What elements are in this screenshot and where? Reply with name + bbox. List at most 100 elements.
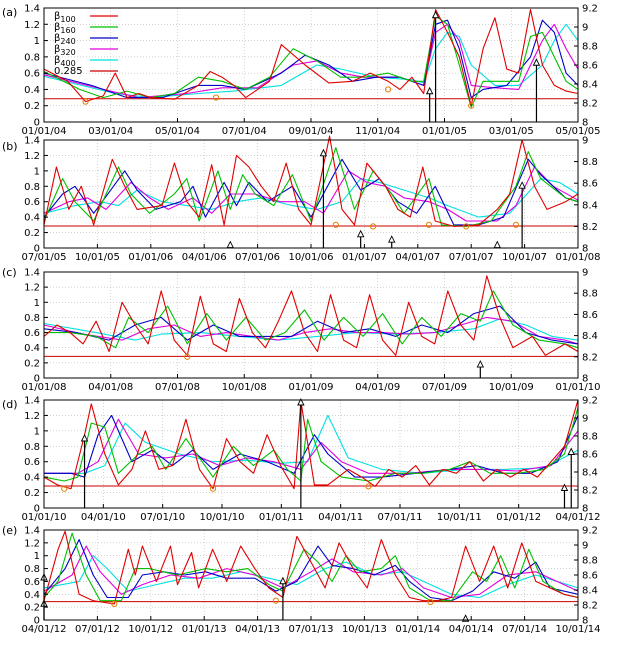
y-tick-label: 1.2: [24, 411, 40, 422]
x-tick-label: 01/01/06: [128, 252, 173, 263]
y-tick-label: 0.8: [24, 52, 40, 63]
y-tick-label: 1.4: [24, 396, 40, 407]
y2-tick-label: 8: [582, 616, 588, 627]
minimum-marker: [512, 221, 520, 228]
panel-d: 0 0.2 0.4 0.6 0.8 1 1.2 1.4 8 8.2 8.4 8.6 8.8 9 9.2 01/…: [2, 396, 600, 524]
x-tick-label: 01/01/08: [22, 382, 67, 393]
y2-tick-label: 9: [582, 541, 588, 552]
panel-label: (b): [2, 140, 18, 153]
x-tick-label: 09/01/04: [289, 126, 334, 137]
x-tick-label: 03/01/05: [489, 126, 534, 137]
event-arrow-head: [226, 240, 235, 249]
x-tick-label: 01/01/08: [556, 252, 601, 263]
y2-tick-label: 8.8: [582, 157, 598, 168]
series-line-b160: [43, 147, 579, 227]
y-tick-label: 0.6: [24, 197, 40, 208]
x-tick-label: 04/01/06: [182, 252, 227, 263]
series-line-b160: [43, 15, 579, 108]
y-tick-label: 1: [34, 36, 40, 47]
y2-tick-label: 9.2: [582, 526, 598, 537]
y2-tick-label: 8.6: [582, 179, 598, 190]
x-tick-label: 10/01/13: [342, 624, 387, 635]
x-tick-label: 07/01/05: [22, 252, 67, 263]
x-tick-label: 07/01/13: [289, 624, 334, 635]
y2-tick-label: 8.2: [582, 99, 598, 110]
y2-tick-label: 8.8: [582, 432, 598, 443]
x-tick-label: 07/01/11: [378, 512, 423, 523]
y-tick-label: 1: [34, 551, 40, 562]
x-tick-label: 04/01/12: [22, 624, 67, 635]
x-tick-label: 05/01/05: [556, 126, 601, 137]
minimum-marker: [385, 86, 392, 93]
y2-tick-label: 8.2: [582, 486, 598, 497]
minimum-marker: [332, 221, 339, 228]
event-arrow-head: [425, 86, 434, 95]
event-arrow-head: [532, 58, 541, 66]
x-tick-label: 10/01/10: [200, 512, 245, 523]
minimum-marker: [209, 485, 217, 492]
y2-tick-label: 8.4: [582, 80, 598, 91]
event-arrow-head: [279, 576, 287, 585]
event-arrow-head: [297, 397, 305, 406]
minimum-marker: [61, 485, 68, 492]
panel-c: 0 0.2 0.4 0.6 0.8 1 1.2 1.4 8 8.2 8.4 8.6 8.8 9 01/01/…: [2, 266, 600, 393]
y2-tick-label: 8.6: [582, 571, 598, 582]
y2-tick-label: 8.2: [582, 352, 598, 363]
event-arrow-head: [319, 148, 328, 157]
panel-label: (e): [2, 524, 17, 537]
y-tick-label: 1.2: [24, 20, 40, 31]
event-arrow-head: [518, 181, 526, 189]
series-line-b160: [44, 290, 579, 349]
y-tick-label: 0: [34, 504, 40, 515]
minimum-marker: [369, 223, 377, 230]
y-tick-label: 1.2: [24, 538, 40, 549]
legend-label-b100: β100: [54, 11, 76, 24]
y-tick-label: 0.8: [24, 564, 40, 575]
x-tick-label: 01/01/10: [22, 512, 67, 523]
y2-tick-label: 8.8: [582, 556, 598, 567]
x-tick-label: 07/01/12: [75, 624, 120, 635]
series-line-b400: [43, 318, 579, 341]
series-line-b100: [43, 275, 579, 356]
panel-label: (a): [2, 6, 17, 19]
y-tick-label: 1: [34, 426, 40, 437]
y-tick-label: 1.4: [24, 136, 40, 147]
y-tick-label: 0: [34, 616, 40, 627]
x-tick-label: 01/01/12: [496, 512, 541, 523]
x-tick-label: 05/01/04: [155, 126, 200, 137]
x-tick-label: 07/01/09: [422, 382, 467, 393]
x-tick-label: 01/01/14: [395, 624, 440, 635]
y-tick-label: 0.4: [24, 473, 40, 484]
x-tick-label: 07/01/10: [140, 512, 185, 523]
series-line-b100: [43, 135, 579, 227]
y-tick-label: 1: [34, 298, 40, 309]
minimum-marker: [212, 94, 220, 101]
x-tick-label: 01/01/04: [22, 126, 67, 137]
y2-tick-label: 8.6: [582, 450, 598, 461]
y-tick-label: 0.4: [24, 343, 40, 354]
y2-tick-label: 8: [582, 374, 588, 385]
legend-label-b240: β240: [54, 33, 76, 46]
panel-label: (c): [2, 266, 17, 279]
y-tick-label: 0.2: [24, 228, 40, 239]
y-tick-label: 0: [34, 118, 40, 129]
legend-label-b320: β320: [54, 44, 76, 57]
x-tick-label: 03/01/04: [88, 126, 133, 137]
event-arrow-head: [80, 433, 89, 442]
x-tick-label: 01/01/07: [342, 252, 387, 263]
x-tick-label: 07/01/06: [235, 252, 280, 263]
y2-tick-label: 8.6: [582, 310, 598, 321]
x-tick-label: 10/01/12: [128, 624, 173, 635]
x-tick-label: 07/01/14: [502, 624, 547, 635]
y-tick-label: 0.4: [24, 590, 40, 601]
panel-b: 0 0.2 0.4 0.6 0.8 1 1.2 1.4 8 8.2 8.4 8.6 8.8 9 07/01/…: [2, 136, 600, 264]
y-tick-label: 0.2: [24, 488, 40, 499]
minimum-marker: [111, 600, 118, 608]
x-tick-label: 10/01/14: [556, 624, 601, 635]
series-line-b320: [44, 418, 579, 474]
y-tick-label: 1: [34, 166, 40, 177]
x-tick-label: 01/01/10: [556, 382, 601, 393]
y2-tick-label: 8: [582, 504, 588, 515]
minimum-marker: [425, 221, 433, 228]
y-tick-label: 1.2: [24, 151, 40, 162]
